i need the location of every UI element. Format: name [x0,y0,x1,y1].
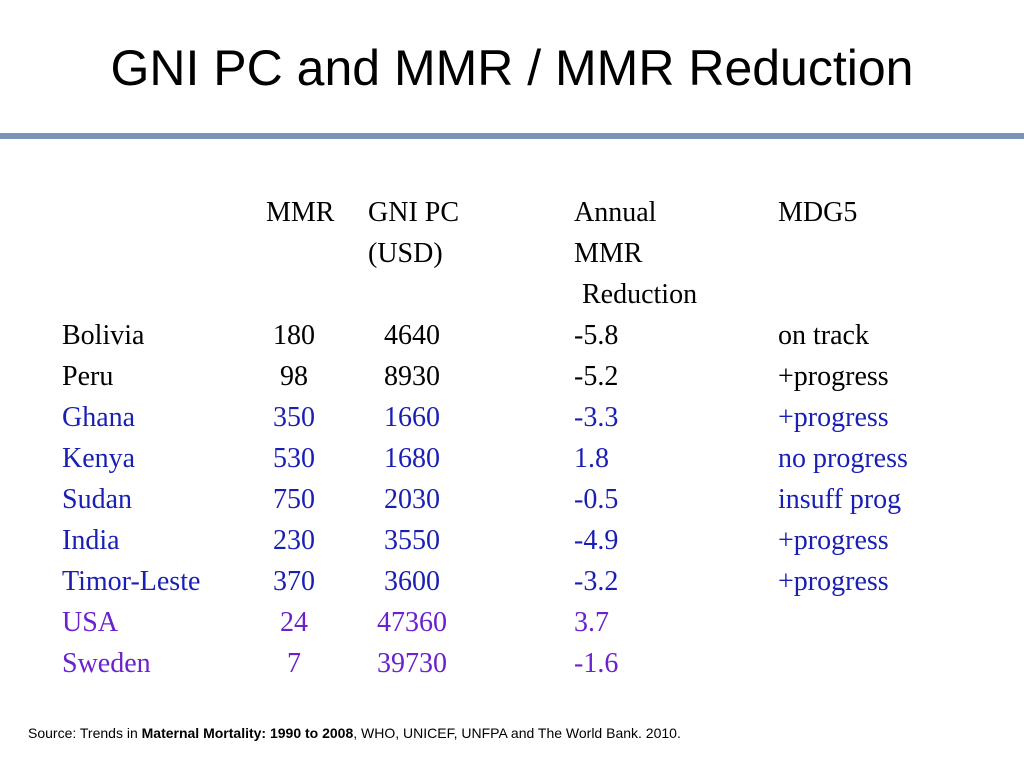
cell-country: Sudan [62,484,132,515]
cell-country: Ghana [62,402,136,433]
cell-mmr: 98 [280,361,308,392]
source-citation: Source: Trends in Maternal Mortality: 19… [28,724,681,742]
cell-country: Sweden [62,648,151,679]
cell-mdg5: +progress [778,566,889,597]
cell-mmr: 750 [273,484,315,515]
header-annual-line3: Reduction [582,279,698,310]
source-title: Maternal Mortality: 1990 to 2008 [141,725,354,741]
cell-gni: 3550 [384,525,440,556]
cell-mmr: 370 [273,566,315,597]
cell-mdg5: no progress [778,443,908,474]
cell-country: Kenya [62,443,136,474]
cell-reduction: -4.9 [574,525,619,556]
cell-mmr: 7 [287,648,301,679]
cell-reduction: 3.7 [574,607,609,638]
cell-gni: 47360 [377,607,447,638]
cell-gni: 1660 [384,402,440,433]
cell-mdg5: +progress [778,525,889,556]
cell-mmr: 530 [273,443,315,474]
cell-mdg5: +progress [778,361,889,392]
cell-mdg5: insuff prog [778,484,902,515]
cell-country: Peru [62,361,114,392]
header-mdg5: MDG5 [778,197,858,228]
cell-reduction: -5.8 [574,320,619,351]
cell-mdg5: on track [778,320,869,351]
cell-mmr: 24 [280,607,308,638]
cell-mmr: 180 [273,320,315,351]
cell-reduction: 1.8 [574,443,609,474]
header-annual-line2: MMR [574,238,643,269]
source-prefix: Source: Trends in [28,725,142,741]
header-mmr: MMR [266,197,335,228]
header-gni-line1: GNI PC [368,197,460,228]
cell-country: Timor-Leste [62,566,201,597]
slide-title: GNI PC and MMR / MMR Reduction [110,40,914,96]
cell-gni: 4640 [384,320,440,351]
cell-mdg5: +progress [778,402,889,433]
cell-reduction: -0.5 [574,484,619,515]
cell-gni: 1680 [384,443,440,474]
cell-country: India [62,525,120,556]
cell-gni: 2030 [384,484,440,515]
title-divider [0,133,1024,139]
source-suffix: , WHO, UNICEF, UNFPA and The World Bank.… [353,725,681,741]
cell-mmr: 350 [273,402,315,433]
cell-gni: 39730 [377,648,447,679]
cell-reduction: -3.2 [574,566,619,597]
cell-reduction: -5.2 [574,361,619,392]
cell-reduction: -3.3 [574,402,619,433]
cell-country: USA [62,607,119,638]
cell-country: Bolivia [62,320,145,351]
cell-reduction: -1.6 [574,648,619,679]
cell-gni: 8930 [384,361,440,392]
cell-mmr: 230 [273,525,315,556]
cell-gni: 3600 [384,566,440,597]
header-gni-line2: (USD) [368,238,443,269]
header-annual-line1: Annual [574,197,657,228]
